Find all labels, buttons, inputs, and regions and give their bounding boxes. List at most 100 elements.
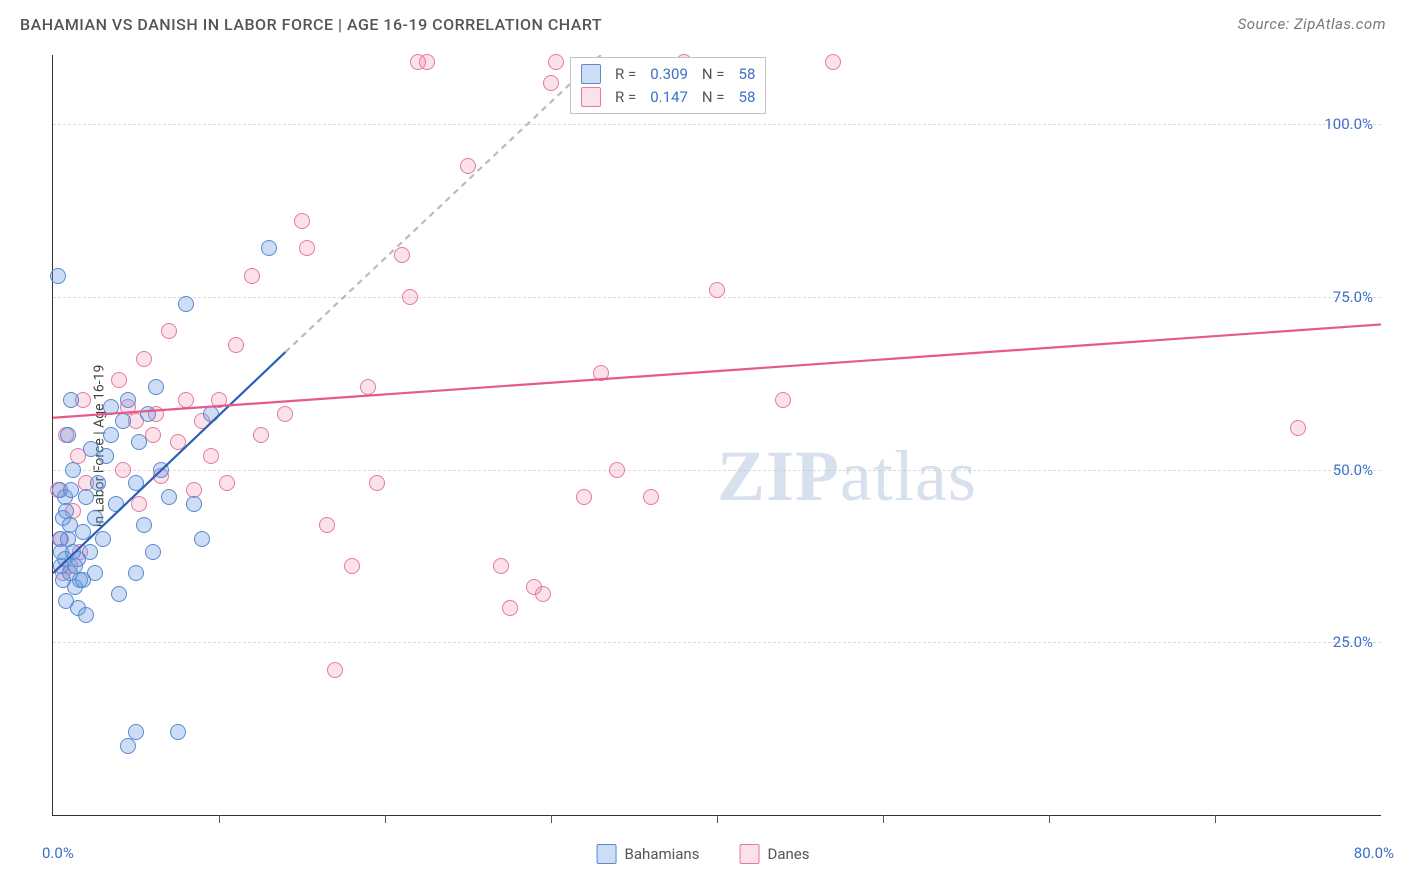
scatter-point-danes — [825, 54, 841, 70]
scatter-point-bahamians — [136, 517, 152, 533]
scatter-point-danes — [775, 392, 791, 408]
scatter-point-danes — [299, 240, 315, 256]
scatter-point-bahamians — [75, 524, 91, 540]
legend: Bahamians Danes — [597, 844, 810, 864]
scatter-point-danes — [294, 213, 310, 229]
scatter-point-danes — [111, 372, 127, 388]
scatter-point-danes — [277, 406, 293, 422]
scatter-point-danes — [502, 600, 518, 616]
scatter-point-danes — [178, 392, 194, 408]
scatter-point-danes — [493, 558, 509, 574]
scatter-point-danes — [369, 475, 385, 491]
scatter-point-bahamians — [170, 724, 186, 740]
gridline — [53, 124, 1381, 125]
legend-swatch-pink — [739, 844, 759, 864]
scatter-point-danes — [402, 289, 418, 305]
scatter-point-bahamians — [128, 565, 144, 581]
scatter-point-bahamians — [186, 496, 202, 512]
scatter-point-bahamians — [178, 296, 194, 312]
scatter-point-bahamians — [153, 462, 169, 478]
scatter-point-danes — [460, 158, 476, 174]
y-tick-label: 75.0% — [1333, 288, 1373, 306]
correlation-stats-box: R =0.309N =58R =0.147N =58 — [570, 57, 766, 114]
stats-row: R =0.147N =58 — [581, 86, 755, 109]
scatter-point-danes — [543, 75, 559, 91]
scatter-point-danes — [115, 462, 131, 478]
scatter-point-danes — [344, 558, 360, 574]
scatter-point-bahamians — [103, 399, 119, 415]
scatter-chart: 25.0% 50.0% 75.0% 100.0% ZIPatlas R =0.309N =… — [52, 55, 1381, 816]
scatter-point-danes — [360, 379, 376, 395]
x-tick-mark — [385, 815, 386, 823]
y-tick-label: 100.0% — [1324, 115, 1373, 133]
scatter-point-bahamians — [128, 475, 144, 491]
y-tick-label: 50.0% — [1333, 461, 1373, 479]
scatter-point-bahamians — [50, 268, 66, 284]
x-tick-mark — [551, 815, 552, 823]
legend-item-danes: Danes — [739, 844, 809, 864]
watermark: ZIPatlas — [717, 435, 977, 518]
scatter-point-bahamians — [161, 489, 177, 505]
scatter-point-danes — [593, 365, 609, 381]
x-tick-mark — [717, 815, 718, 823]
scatter-point-bahamians — [83, 441, 99, 457]
stats-row: R =0.309N =58 — [581, 63, 755, 86]
scatter-point-bahamians — [60, 427, 76, 443]
x-tick-mark — [883, 815, 884, 823]
scatter-point-danes — [394, 247, 410, 263]
x-axis-max-label: 80.0% — [1354, 844, 1394, 862]
scatter-point-bahamians — [261, 240, 277, 256]
source-label: Source: ZipAtlas.com — [1238, 15, 1386, 34]
scatter-point-bahamians — [87, 510, 103, 526]
scatter-point-danes — [609, 462, 625, 478]
scatter-point-bahamians — [148, 379, 164, 395]
gridline — [53, 470, 1381, 471]
scatter-point-bahamians — [120, 392, 136, 408]
x-tick-mark — [1215, 815, 1216, 823]
scatter-point-danes — [219, 475, 235, 491]
scatter-point-bahamians — [90, 475, 106, 491]
scatter-point-bahamians — [78, 489, 94, 505]
scatter-point-danes — [643, 489, 659, 505]
scatter-point-danes — [1290, 420, 1306, 436]
legend-swatch-blue — [597, 844, 617, 864]
scatter-point-danes — [228, 337, 244, 353]
legend-label: Bahamians — [625, 845, 700, 863]
scatter-point-danes — [327, 662, 343, 678]
scatter-point-bahamians — [145, 544, 161, 560]
scatter-point-danes — [203, 448, 219, 464]
scatter-point-danes — [136, 351, 152, 367]
x-tick-mark — [1049, 815, 1050, 823]
scatter-point-bahamians — [140, 406, 156, 422]
legend-label: Danes — [767, 845, 809, 863]
scatter-point-bahamians — [131, 434, 147, 450]
scatter-point-danes — [170, 434, 186, 450]
scatter-point-bahamians — [194, 531, 210, 547]
stats-swatch — [581, 87, 601, 107]
scatter-point-bahamians — [203, 406, 219, 422]
scatter-point-danes — [709, 282, 725, 298]
scatter-point-danes — [548, 54, 564, 70]
scatter-point-bahamians — [63, 482, 79, 498]
scatter-point-danes — [419, 54, 435, 70]
scatter-point-bahamians — [95, 531, 111, 547]
y-tick-label: 25.0% — [1333, 633, 1373, 651]
scatter-point-bahamians — [115, 413, 131, 429]
gridline — [53, 642, 1381, 643]
scatter-point-bahamians — [87, 565, 103, 581]
scatter-point-bahamians — [63, 392, 79, 408]
chart-title: BAHAMIAN VS DANISH IN LABOR FORCE | AGE … — [20, 15, 602, 34]
scatter-point-bahamians — [78, 607, 94, 623]
scatter-point-bahamians — [65, 462, 81, 478]
scatter-point-danes — [253, 427, 269, 443]
x-axis-min-label: 0.0% — [42, 844, 74, 862]
scatter-point-bahamians — [111, 586, 127, 602]
scatter-point-bahamians — [108, 496, 124, 512]
scatter-point-danes — [161, 323, 177, 339]
scatter-point-bahamians — [82, 544, 98, 560]
scatter-point-danes — [131, 496, 147, 512]
scatter-point-danes — [244, 268, 260, 284]
stats-swatch — [581, 64, 601, 84]
scatter-point-danes — [576, 489, 592, 505]
scatter-point-danes — [535, 586, 551, 602]
